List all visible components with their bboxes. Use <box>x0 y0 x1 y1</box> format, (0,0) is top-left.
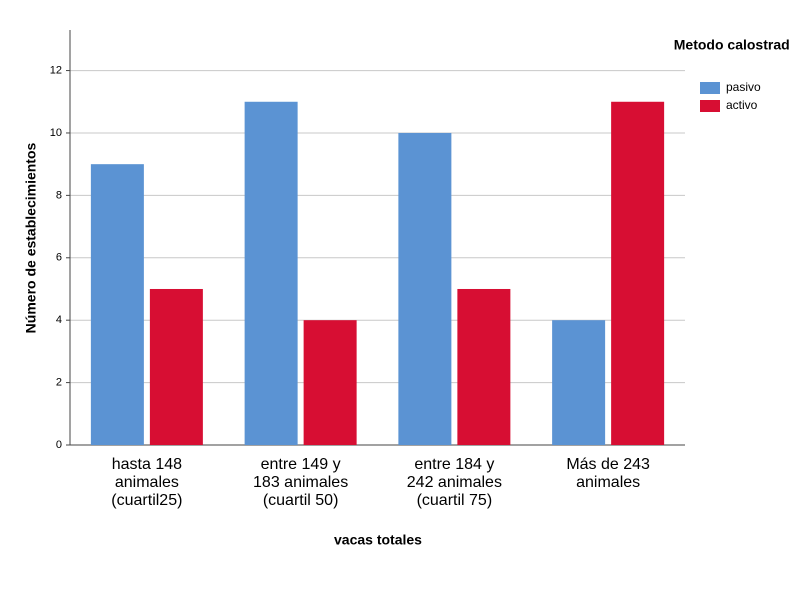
bar <box>398 132 452 446</box>
bar <box>244 101 298 446</box>
bar <box>90 164 144 446</box>
y-tick-label: 12 <box>50 64 62 76</box>
bar <box>149 288 203 445</box>
legend-title: Metodo calostrado <box>674 37 790 53</box>
legend-swatch <box>700 82 720 94</box>
y-tick-label: 4 <box>56 314 62 326</box>
bar <box>552 320 606 445</box>
x-tick-label: entre 149 y 183 animales (cuartil 50) <box>253 456 348 509</box>
y-tick-label: 10 <box>50 127 62 139</box>
y-tick-label: 6 <box>56 252 62 264</box>
legend-label: activo <box>726 98 758 112</box>
x-axis-title: vacas totales <box>334 532 422 548</box>
y-axis-title: Número de establecimientos <box>23 142 39 333</box>
bar <box>303 320 357 445</box>
y-tick-label: 8 <box>56 189 62 201</box>
legend-label: pasivo <box>726 80 761 94</box>
y-tick-label: 0 <box>56 439 62 451</box>
legend-swatch <box>700 100 720 112</box>
y-tick-label: 2 <box>56 377 62 389</box>
bar <box>457 288 511 445</box>
x-tick-label: hasta 148 animales (cuartil25) <box>111 456 182 509</box>
x-tick-label: Más de 243 animales <box>566 456 650 491</box>
bar <box>611 101 665 446</box>
x-tick-label: entre 184 y 242 animales (cuartil 75) <box>407 456 502 509</box>
